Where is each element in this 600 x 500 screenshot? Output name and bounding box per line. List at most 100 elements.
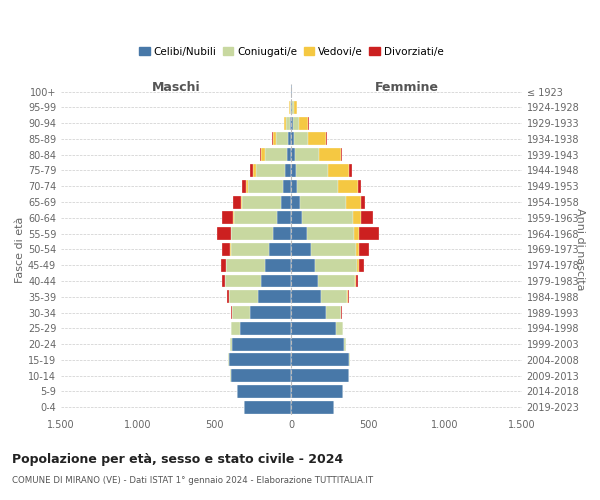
Legend: Celibi/Nubili, Coniugati/e, Vedovi/e, Divorziati/e: Celibi/Nubili, Coniugati/e, Vedovi/e, Di… [135,42,448,61]
Bar [292,354,349,366]
Bar [302,212,353,224]
Bar [232,322,240,335]
Bar [355,274,356,287]
Bar [272,132,273,145]
Text: Femmine: Femmine [374,80,439,94]
Bar [319,148,341,161]
Bar [273,227,292,240]
Bar [326,132,327,145]
Bar [292,369,349,382]
Bar [308,132,326,145]
Bar [292,306,326,319]
Bar [248,180,283,193]
Bar [292,212,302,224]
Bar [338,180,358,193]
Bar [359,243,368,256]
Text: Popolazione per età, sesso e stato civile - 2024: Popolazione per età, sesso e stato civil… [12,452,343,466]
Y-axis label: Fasce di età: Fasce di età [15,216,25,282]
Bar [349,354,350,366]
Bar [290,116,292,130]
Bar [237,385,292,398]
Bar [292,101,293,114]
Bar [232,338,292,350]
Bar [292,385,343,398]
Text: Maschi: Maschi [152,80,200,94]
Bar [299,116,308,130]
Bar [346,196,361,208]
Bar [328,164,349,177]
Bar [292,338,344,350]
Bar [311,243,356,256]
Bar [287,148,292,161]
Bar [296,164,328,177]
Bar [358,258,359,272]
Bar [250,306,292,319]
Bar [232,306,250,319]
Bar [294,132,308,145]
Bar [315,258,358,272]
Bar [349,164,352,177]
Bar [222,212,233,224]
Bar [233,212,234,224]
Bar [227,290,229,303]
Bar [292,148,295,161]
Bar [217,227,231,240]
Bar [348,290,349,303]
Bar [293,116,299,130]
Bar [241,196,242,208]
Bar [260,148,262,161]
Bar [292,227,307,240]
Bar [322,290,347,303]
Bar [283,180,292,193]
Bar [361,196,365,208]
Bar [273,132,276,145]
Bar [292,322,336,335]
Bar [355,227,359,240]
Bar [231,243,269,256]
Bar [240,322,292,335]
Bar [307,227,355,240]
Bar [356,243,359,256]
Bar [233,196,241,208]
Bar [291,101,292,114]
Bar [286,116,290,130]
Bar [244,401,292,413]
Bar [262,274,292,287]
Bar [265,148,287,161]
Bar [336,322,343,335]
Bar [300,196,346,208]
Bar [226,258,265,272]
Bar [234,212,277,224]
Bar [359,227,379,240]
Bar [292,258,315,272]
Bar [232,227,273,240]
Bar [356,274,358,287]
Bar [285,164,292,177]
Bar [229,290,257,303]
Bar [230,338,232,350]
Bar [295,148,319,161]
Bar [290,101,291,114]
Bar [222,274,225,287]
Bar [269,243,292,256]
Bar [292,290,322,303]
Bar [292,401,334,413]
Bar [292,180,297,193]
Bar [292,116,293,130]
Bar [221,258,226,272]
Bar [284,116,286,130]
Bar [359,258,364,272]
Bar [292,243,311,256]
Bar [246,180,248,193]
Bar [292,196,300,208]
Bar [361,212,373,224]
Bar [256,164,285,177]
Bar [277,212,292,224]
Bar [292,274,318,287]
Bar [281,196,292,208]
Bar [292,164,296,177]
Bar [250,164,253,177]
Bar [344,338,346,350]
Bar [265,258,292,272]
Bar [257,290,292,303]
